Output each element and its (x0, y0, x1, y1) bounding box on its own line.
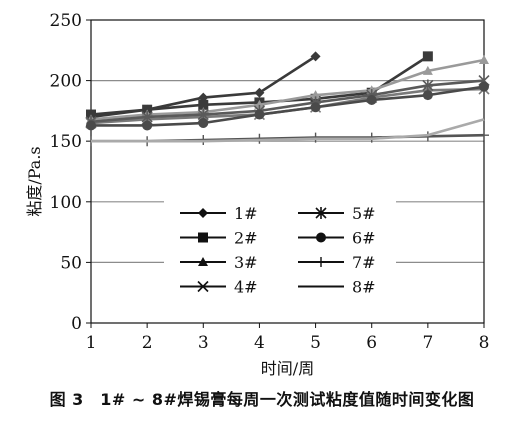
series-6-point-3-shape (198, 118, 209, 129)
series-8-line (91, 118, 485, 143)
series-1-point-4 (254, 87, 265, 98)
y-axis-label: 粘度/Pa.s (25, 146, 44, 216)
x-tick-label-5: 5 (310, 333, 321, 353)
series-3-point-4 (254, 99, 265, 109)
x-tick-label-4: 4 (254, 333, 265, 353)
legend-label-6: 6# (352, 229, 376, 248)
series-3-point-5 (310, 90, 321, 100)
x-tick-label-3: 3 (198, 333, 209, 353)
legend-marker-5 (315, 207, 327, 219)
legend-label-4: 4# (234, 278, 258, 297)
series-1-point-4-shape (254, 87, 265, 98)
series-6-point-4 (254, 109, 265, 120)
x-tick-label-7: 7 (422, 333, 433, 353)
series-2-point-7-shape (422, 51, 433, 62)
x-tick-label-8: 8 (479, 333, 490, 353)
legend-item-6: 6# (298, 229, 376, 248)
y-tick-label-50: 50 (60, 253, 82, 273)
series-3-point-7-shape (422, 65, 433, 75)
series-3-line (90, 58, 485, 121)
legend-marker-5-shape (315, 207, 327, 219)
series-6-point-6-shape (366, 94, 377, 105)
legend-item-2: 2# (180, 229, 258, 248)
series-6-point-8-shape (479, 81, 489, 92)
x-tick-label-2: 2 (142, 333, 153, 353)
legend-item-7: 7# (298, 253, 376, 272)
y-tick-label-150: 150 (50, 132, 82, 152)
y-axis-ticks: 0 50 100 150 200 250 (50, 11, 91, 334)
series-6-point-1 (86, 120, 96, 131)
legend-label-1: 1# (234, 204, 258, 223)
legend-item-5: 5# (298, 204, 376, 223)
series-6-point-3 (198, 118, 209, 129)
y-tick-label-100: 100 (50, 193, 82, 213)
legend-item-1: 1# (180, 204, 258, 223)
legend-marker-7-shape (316, 257, 326, 267)
series-6 (86, 81, 489, 131)
plot-area-frame (90, 19, 485, 324)
series-6-point-2 (142, 120, 153, 131)
legend-item-4: 4# (180, 278, 258, 297)
legend-item-8: 8# (298, 278, 376, 297)
series-layer (85, 51, 490, 147)
legend-marker-4-shape (197, 280, 209, 293)
series-3-point-8-shape (479, 54, 489, 64)
series-6-point-7-shape (422, 90, 433, 101)
legend-marker-6-shape (316, 232, 326, 243)
series-6-point-6 (366, 94, 377, 105)
x-tick-label-6: 6 (366, 333, 377, 353)
series-6-point-1-shape (86, 120, 96, 131)
legend-label-7: 7# (352, 253, 376, 272)
legend-marker-2 (198, 232, 208, 243)
series-5-point-7 (422, 79, 434, 92)
series-5-point-7-shape (422, 79, 434, 92)
series-6-line (91, 85, 485, 127)
series-1-point-5-shape (310, 51, 321, 62)
legend-marker-3-shape (198, 257, 208, 266)
x-axis-label: 时间/周 (261, 359, 314, 378)
series-6-point-5-shape (310, 102, 321, 113)
legend-marker-6 (316, 232, 326, 243)
legend-marker-3 (198, 257, 208, 266)
series-2-point-3-shape (198, 99, 209, 110)
series-6-point-7 (422, 90, 433, 101)
series-8 (91, 118, 485, 143)
series-3-point-8 (479, 54, 489, 64)
series-3-point-5-shape (310, 90, 321, 100)
series-2-point-3 (198, 99, 209, 110)
series-6-point-4-shape (254, 109, 265, 120)
series-2-point-7 (422, 51, 433, 62)
series-7-point-8 (479, 130, 489, 141)
series-6-point-5 (310, 102, 321, 113)
series-1-point-5 (310, 51, 321, 62)
legend-marker-1-shape (198, 208, 208, 218)
legend: 1# 2# 3# 4# 5# 6# 7# 8# (164, 201, 396, 299)
legend-marker-4 (197, 280, 209, 293)
legend-item-3: 3# (180, 253, 258, 272)
legend-marker-7 (316, 257, 326, 267)
legend-label-5: 5# (352, 204, 376, 223)
legend-label-2: 2# (234, 229, 258, 248)
y-tick-label-200: 200 (50, 72, 82, 92)
legend-label-3: 3# (234, 253, 258, 272)
legend-label-8: 8# (352, 278, 376, 297)
x-tick-label-1: 1 (86, 333, 97, 353)
y-tick-label-0: 0 (71, 314, 82, 334)
x-axis-ticks: 1 2 3 4 5 6 7 8 (86, 323, 490, 353)
series-6-point-2-shape (142, 120, 153, 131)
series-6-point-8 (479, 81, 489, 92)
series-3-point-4-shape (254, 99, 265, 109)
legend-marker-2-shape (198, 232, 208, 243)
series-3-point-7 (422, 65, 433, 75)
series-5-line (90, 79, 485, 124)
figure-caption: 图 3 1# ~ 8#焊锡膏每周一次测试粘度值随时间变化图 (49, 390, 475, 409)
legend-marker-1 (198, 208, 208, 218)
series-7-point-8-shape (479, 130, 489, 141)
y-tick-label-250: 250 (50, 11, 82, 31)
